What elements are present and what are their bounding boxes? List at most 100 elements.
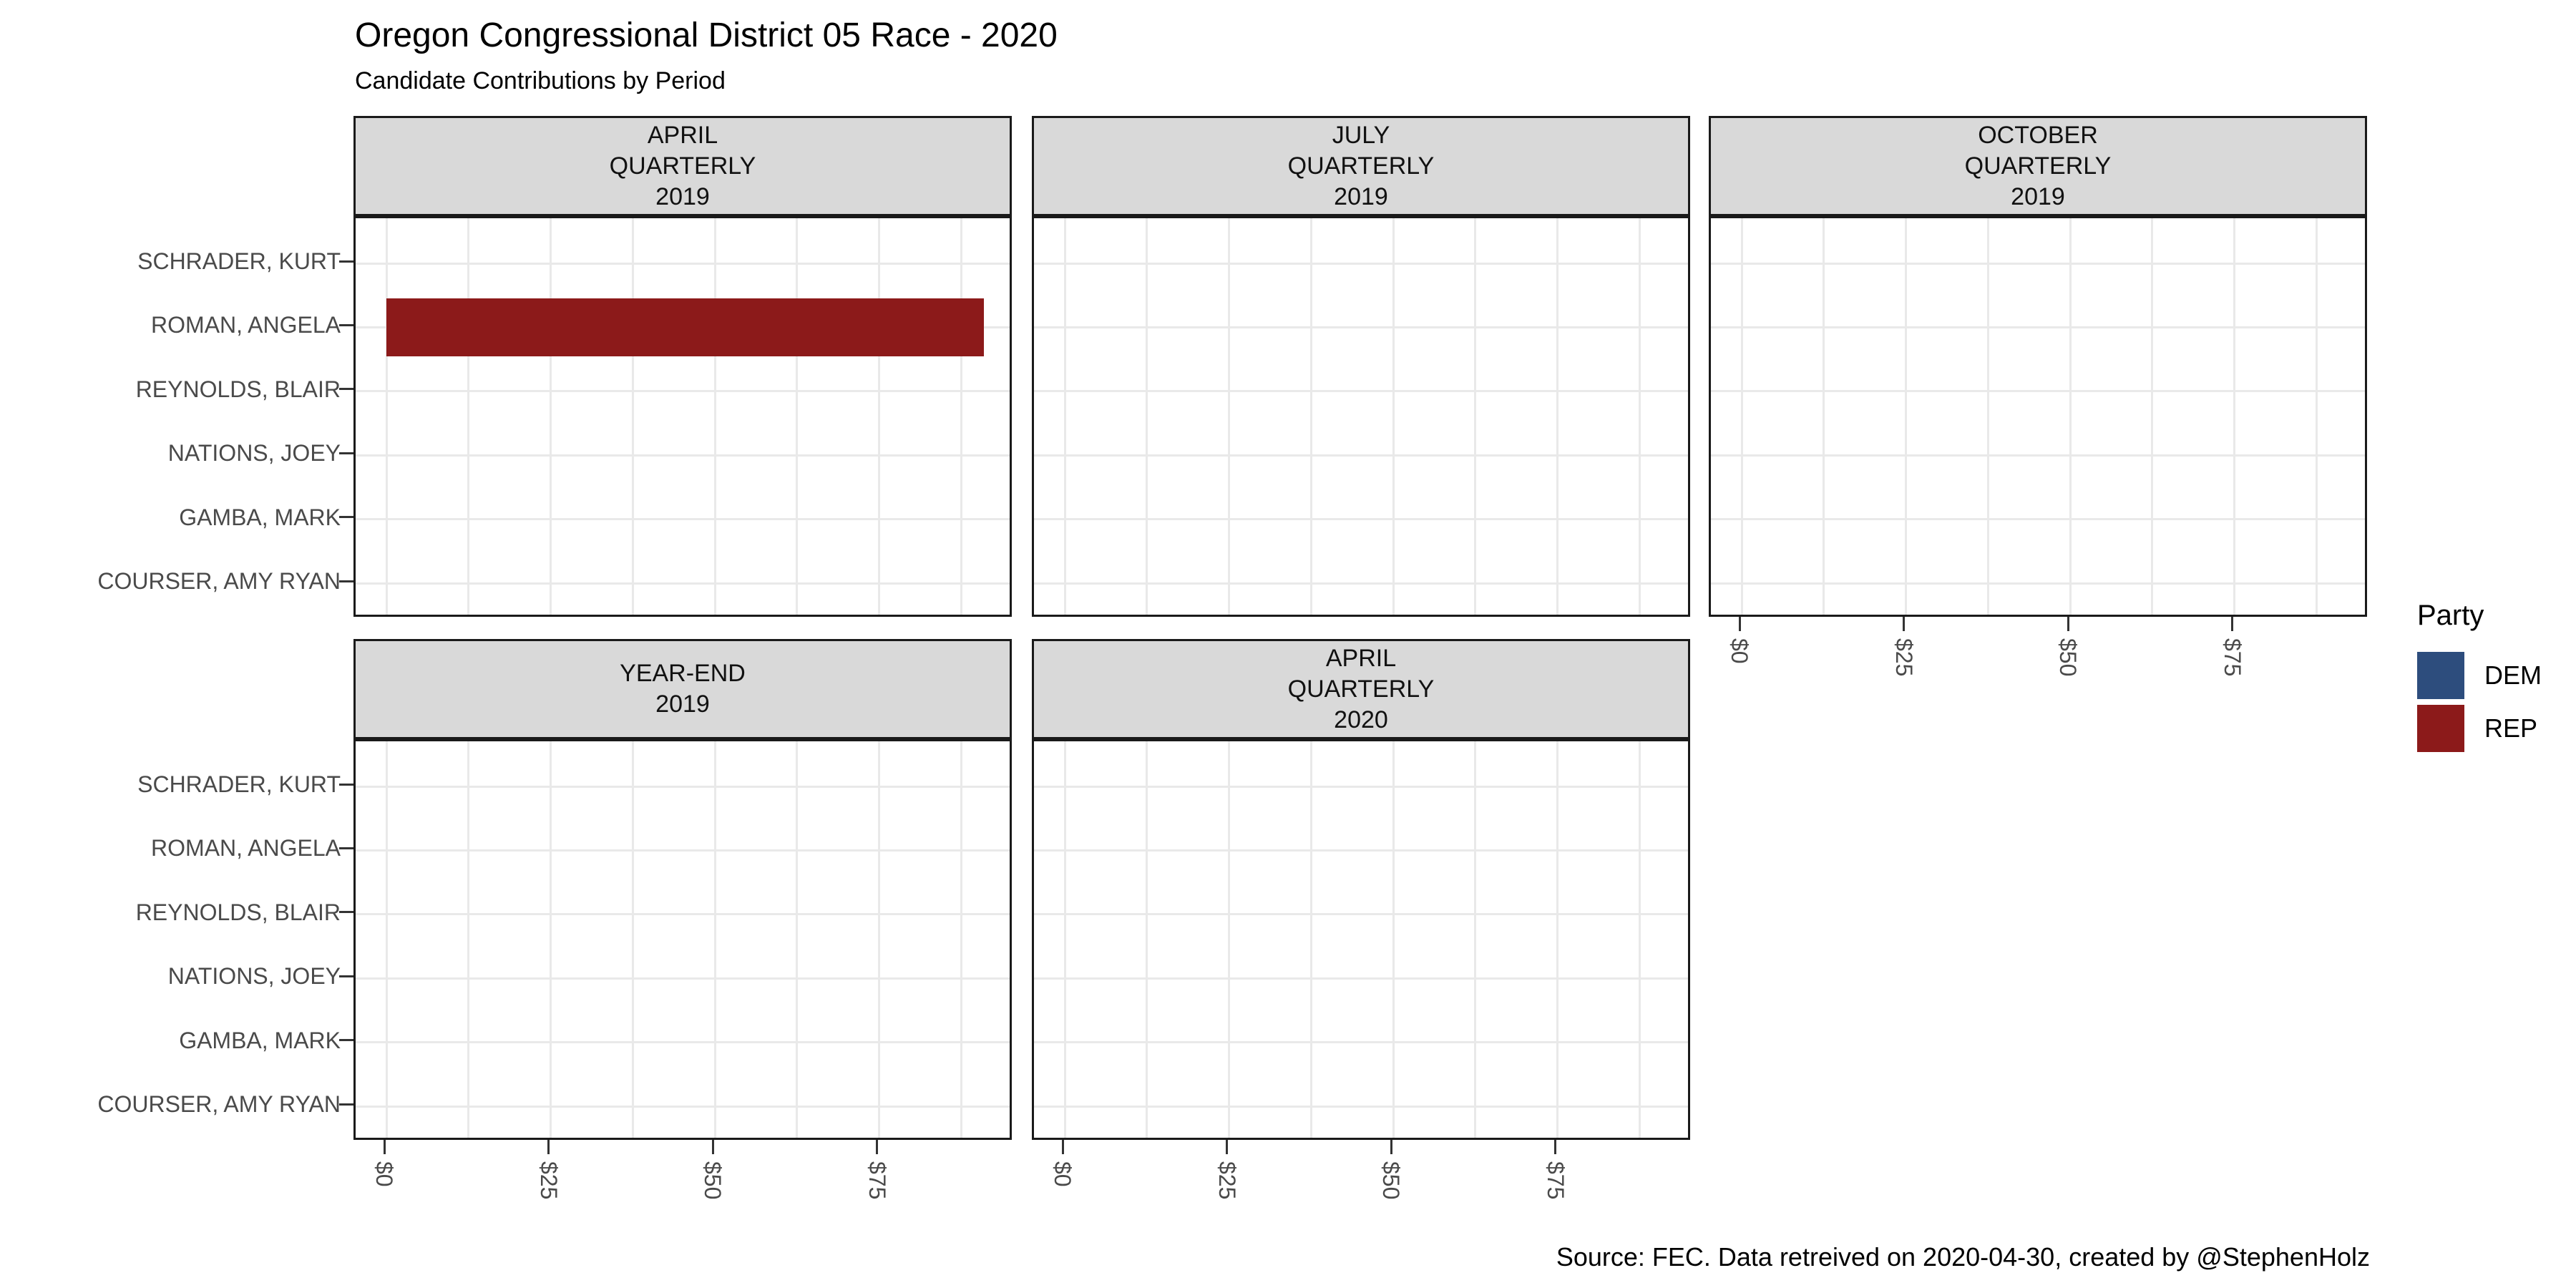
gridline-horizontal [1034, 582, 1688, 585]
y-axis-label: NATIONS, JOEY [167, 440, 341, 467]
x-tick-mark [1061, 1140, 1064, 1154]
facet-strip-label-line: QUARTERLY [1287, 152, 1435, 180]
facet-panel [1032, 739, 1690, 1140]
gridline-vertical [1146, 741, 1148, 1138]
gridline-vertical [1063, 218, 1066, 615]
x-tick-mark [711, 1140, 714, 1154]
x-axis-label: $75 [2219, 638, 2245, 677]
gridline-vertical [878, 218, 880, 615]
facet-strip-label-line: APRIL [1325, 644, 1397, 672]
x-tick-mark [1738, 617, 1741, 631]
gridline-horizontal [1034, 1041, 1688, 1044]
facet-strip-label-line: JULY [1332, 121, 1390, 149]
facet-strip-label-line: 2019 [655, 182, 710, 210]
y-axis-label: ROMAN, ANGELA [151, 312, 341, 338]
gridline-vertical [2233, 218, 2235, 615]
gridline-vertical [1228, 218, 1230, 615]
x-tick-mark [1226, 1140, 1228, 1154]
gridline-vertical [1905, 218, 1907, 615]
facet-strip-label-line: 2019 [655, 691, 710, 718]
gridline-horizontal [1034, 1105, 1688, 1108]
gridline-vertical [1986, 218, 1989, 615]
x-axis-label: $0 [1727, 638, 1752, 664]
facet-strip-label-line: 2019 [2011, 182, 2065, 210]
legend-swatch-rep [2417, 705, 2464, 752]
facet-strip-label-line: 2020 [1334, 706, 1388, 733]
gridline-vertical [2069, 218, 2072, 615]
y-axis-label: COURSER, AMY RYAN [97, 568, 341, 594]
gridline-horizontal [356, 518, 1010, 521]
x-tick-mark [1554, 1140, 1556, 1154]
x-axis-label: $25 [1890, 638, 1917, 677]
gridline-horizontal [356, 977, 1010, 980]
y-tick-mark [339, 452, 353, 454]
gridline-vertical [631, 741, 634, 1138]
y-tick-mark [339, 911, 353, 914]
x-tick-mark [2231, 617, 2233, 631]
legend-label: DEM [2484, 660, 2542, 690]
chart-subtitle: Candidate Contributions by Period [355, 67, 726, 94]
gridline-horizontal [1034, 518, 1688, 521]
facet-panel [1709, 216, 2367, 617]
y-tick-mark [339, 260, 353, 263]
facet-strip-label-line: OCTOBER [1978, 121, 2098, 149]
gridline-vertical [1740, 218, 1743, 615]
gridline-horizontal [1711, 582, 2365, 585]
gridline-vertical [1638, 218, 1641, 615]
gridline-horizontal [356, 454, 1010, 457]
gridline-horizontal [1034, 326, 1688, 328]
gridline-horizontal [1711, 326, 2365, 328]
facet-panel [353, 739, 1012, 1140]
x-axis-label: $75 [864, 1161, 890, 1200]
legend-title: Party [2417, 600, 2484, 631]
facet-panel [1032, 216, 1690, 617]
legend: Party DEM REP [2417, 600, 2542, 758]
y-tick-mark [339, 580, 353, 582]
y-axis-label: GAMBA, MARK [179, 1027, 341, 1053]
gridline-vertical [1228, 741, 1230, 1138]
gridline-vertical [796, 218, 799, 615]
gridline-horizontal [356, 1105, 1010, 1108]
y-axis-label: COURSER, AMY RYAN [97, 1091, 341, 1117]
gridline-horizontal [1034, 454, 1688, 457]
y-tick-mark [339, 323, 353, 326]
gridline-vertical [1556, 741, 1558, 1138]
gridline-horizontal [1034, 913, 1688, 916]
gridline-horizontal [356, 849, 1010, 852]
y-axis-label: REYNOLDS, BLAIR [135, 376, 341, 402]
facet-strip: OCTOBER QUARTERLY 2019 [1709, 116, 2367, 216]
x-tick-mark [876, 1140, 878, 1154]
legend-item: DEM [2417, 652, 2542, 699]
gridline-vertical [878, 741, 880, 1138]
gridline-vertical [1823, 218, 1825, 615]
gridline-vertical [796, 741, 799, 1138]
x-axis-label: $50 [700, 1161, 726, 1200]
x-axis-label: $0 [371, 1161, 397, 1187]
gridline-vertical [1309, 218, 1312, 615]
facet-strip: JULY QUARTERLY 2019 [1032, 116, 1690, 216]
gridline-vertical [1474, 218, 1477, 615]
legend-item: REP [2417, 705, 2542, 752]
x-tick-mark [547, 1140, 550, 1154]
gridline-vertical [385, 741, 388, 1138]
gridline-vertical [1392, 741, 1395, 1138]
gridline-vertical [713, 741, 716, 1138]
gridline-horizontal [1711, 454, 2365, 457]
gridline-vertical [1638, 741, 1641, 1138]
gridline-horizontal [1711, 518, 2365, 521]
y-axis-label: GAMBA, MARK [179, 504, 341, 530]
facet-strip-label-line: QUARTERLY [1964, 152, 2112, 180]
gridline-horizontal [1711, 390, 2365, 393]
gridline-vertical [467, 218, 470, 615]
gridline-vertical [1392, 218, 1395, 615]
gridline-horizontal [356, 913, 1010, 916]
facet-strip: YEAR-END 2019 [353, 639, 1012, 739]
gridline-horizontal [356, 390, 1010, 393]
legend-items: DEM REP [2417, 652, 2542, 752]
x-tick-mark [2067, 617, 2069, 631]
y-tick-mark [339, 975, 353, 977]
y-axis-label: NATIONS, JOEY [167, 963, 341, 990]
y-tick-mark [339, 783, 353, 786]
gridline-vertical [1309, 741, 1312, 1138]
